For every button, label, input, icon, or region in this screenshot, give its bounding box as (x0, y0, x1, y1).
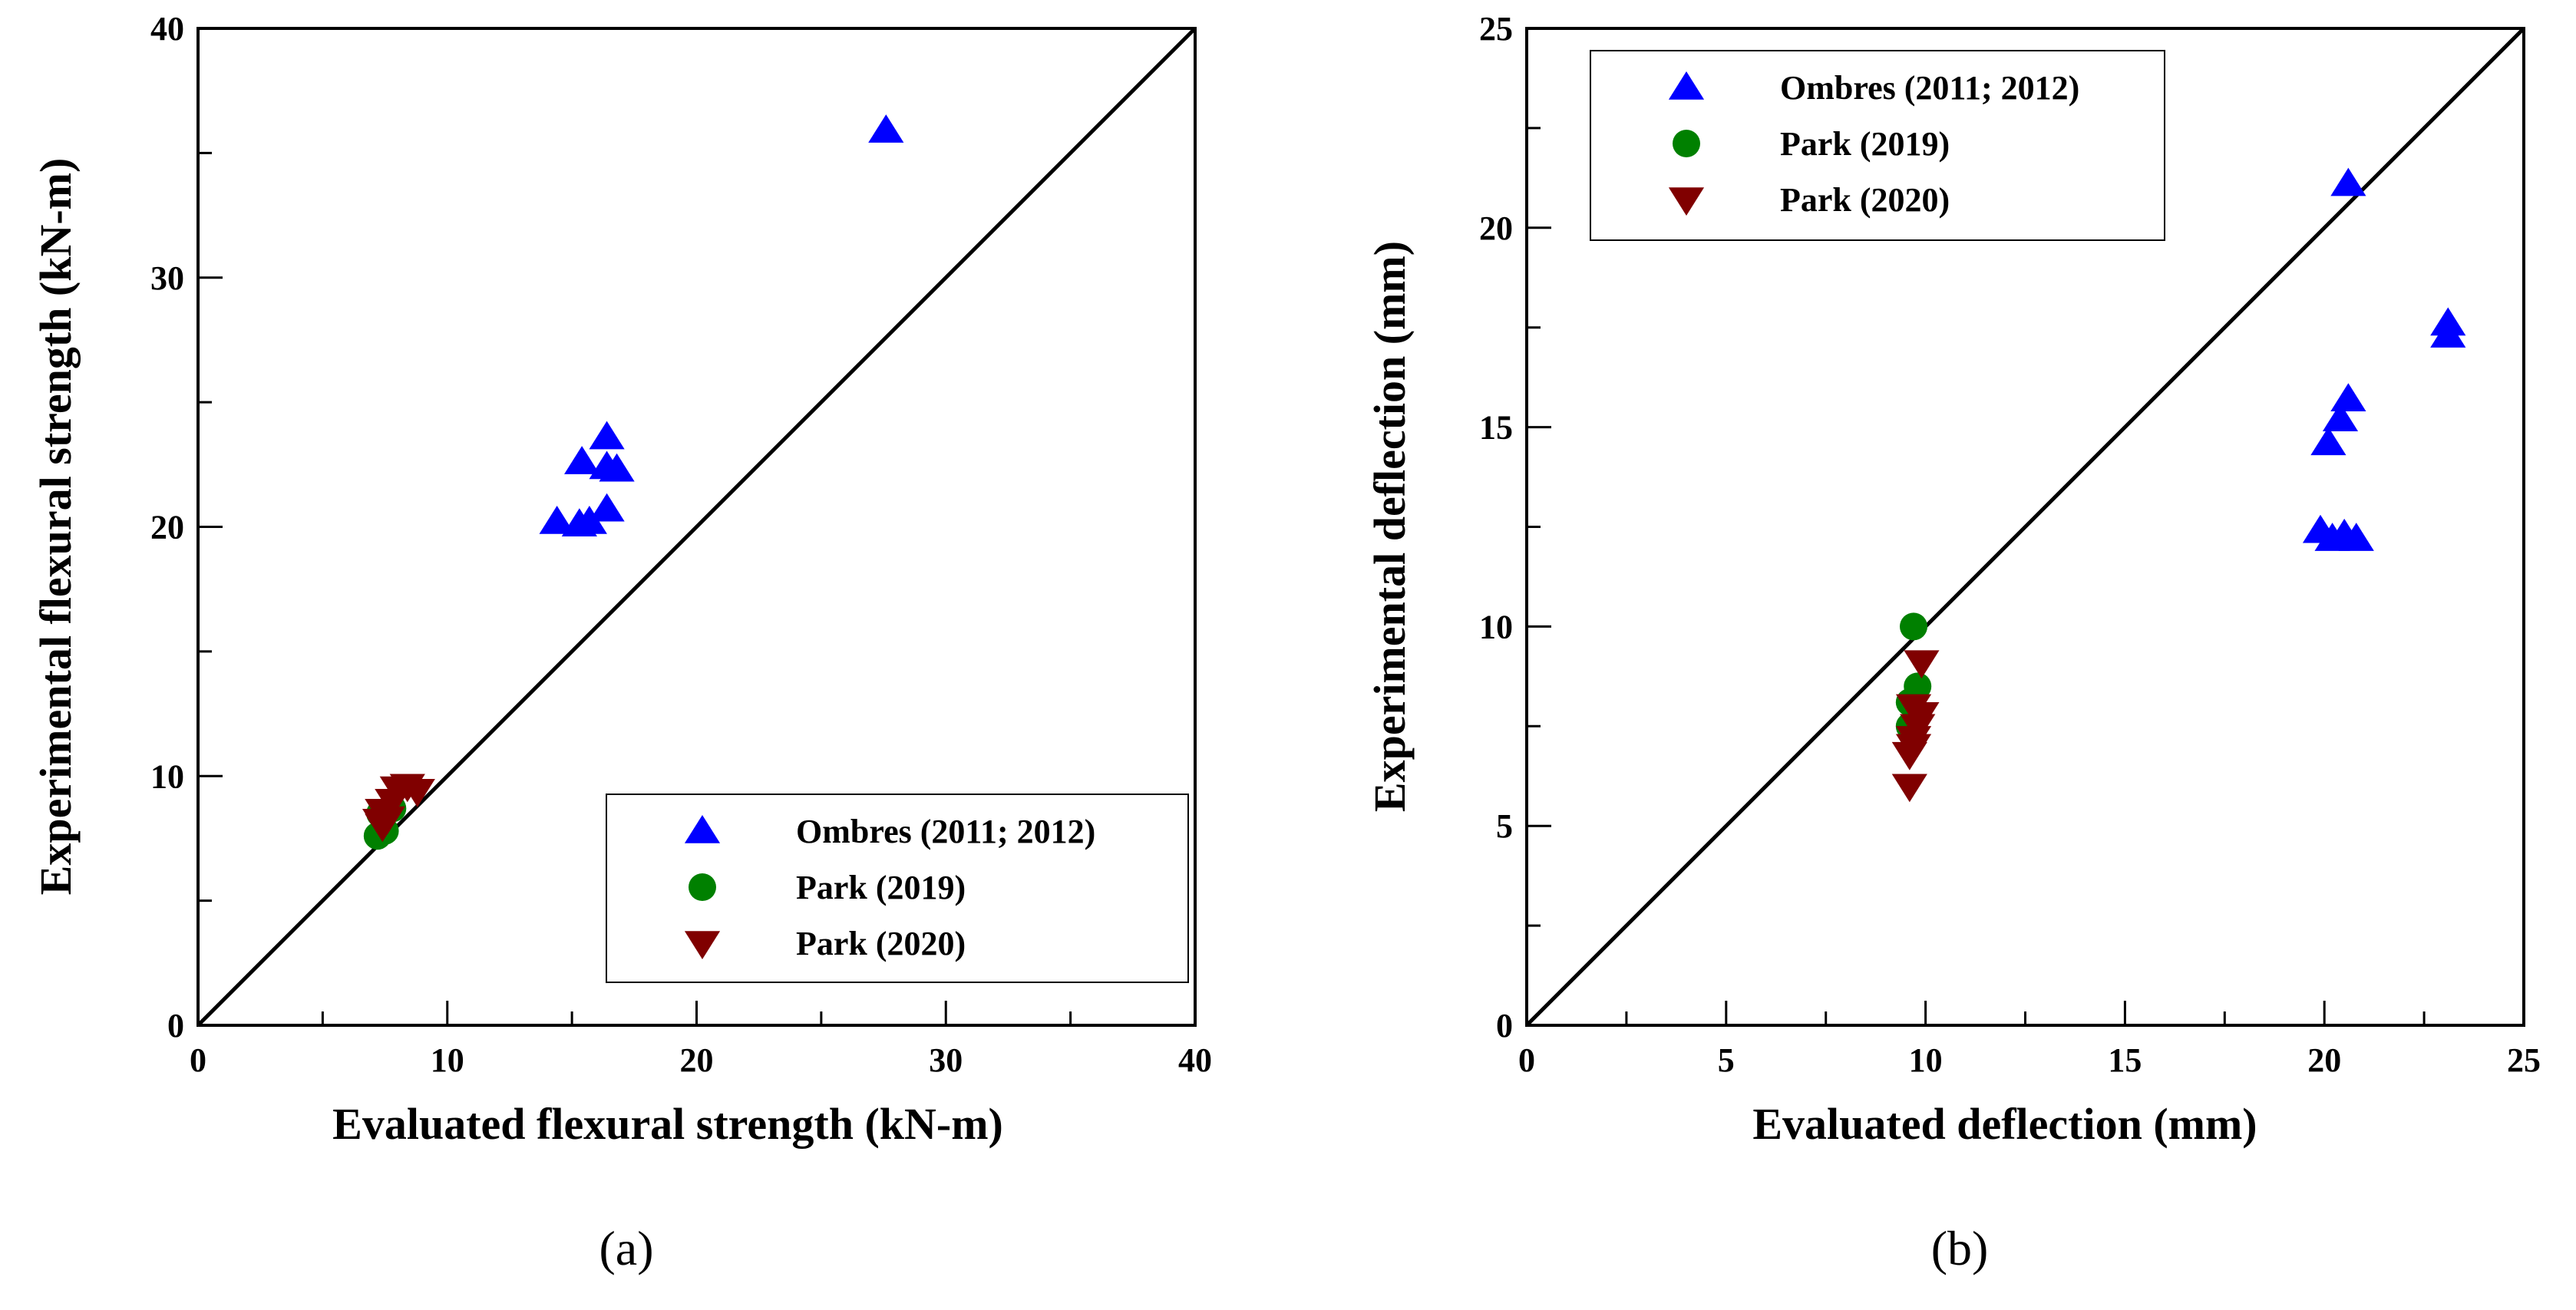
data-point-b-series0 (2430, 319, 2466, 348)
panel-b-chart: 0 5 10 15 20 25 0 5 10 15 20 25 Ombres (2011; 2012) P… (1365, 10, 2541, 1275)
y-tick-label-a: 40 (150, 10, 184, 48)
data-point-a-series0 (571, 506, 607, 534)
legend-marker-b-series2 (1668, 187, 1705, 216)
x-tick-label-a: 10 (431, 1041, 464, 1079)
data-point-a-series2 (399, 778, 435, 807)
y-tick-label-a: 30 (150, 259, 184, 297)
data-point-a-series0 (564, 446, 600, 474)
y-axis-title-a: Experimental flexural strength (kN-m) (31, 158, 81, 896)
legend-label-b-series0: Ombres (2011; 2012) (1780, 69, 2079, 107)
panel-a-chart: 0 10 20 30 40 0 10 20 30 40 Ombres (2011; 2012) Par… (31, 10, 1212, 1275)
data-point-b-series0 (2310, 427, 2346, 456)
legend-marker-b-series0 (1668, 71, 1705, 100)
data-point-a-series0 (868, 114, 904, 143)
x-tick-label-a: 30 (929, 1041, 963, 1079)
x-tick-label-b: 15 (2108, 1041, 2142, 1079)
y-tick-label-b: 5 (1496, 807, 1513, 845)
legend-label-a-series2: Park (2020) (796, 925, 966, 962)
data-point-a-series0 (599, 453, 635, 482)
data-point-b-series2 (1904, 650, 1940, 679)
x-axis-title-b: Evaluated deflection (mm) (1752, 1099, 2257, 1149)
x-axis-title-a: Evaluated flexural strength (kN-m) (332, 1099, 1003, 1149)
y-tick-label-b: 0 (1496, 1007, 1513, 1044)
x-tick-label-a: 20 (680, 1041, 714, 1079)
y-tick-label-b: 15 (1479, 409, 1513, 447)
data-point-b-series0 (2330, 383, 2366, 411)
legend-marker-a-series2 (684, 931, 721, 959)
legend-label-b-series2: Park (2020) (1780, 181, 1950, 219)
data-point-a-series0 (539, 506, 575, 534)
y-axis-title-b: Experimental deflection (mm) (1365, 241, 1415, 812)
legend-marker-a-series0 (684, 815, 721, 843)
y-tick-label-b: 10 (1479, 608, 1513, 645)
x-tick-label-b: 25 (2507, 1041, 2541, 1079)
legend-a: Ombres (2011; 2012) Park (2019) Park (2020… (606, 794, 1189, 983)
data-point-a-series0 (589, 421, 625, 450)
reference-line-a (197, 27, 1197, 1027)
legend-label-b-series1: Park (2019) (1780, 125, 1950, 163)
x-tick-label-a: 0 (190, 1041, 206, 1079)
y-tick-label-a: 20 (150, 509, 184, 546)
data-point-b-series2 (1891, 774, 1927, 803)
legend-b: Ombres (2011; 2012) Park (2019) Park (2020… (1590, 50, 2165, 241)
x-tick-label-b: 5 (1718, 1041, 1735, 1079)
x-tick-label-b: 20 (2307, 1041, 2341, 1079)
legend-marker-b-series1 (1673, 130, 1700, 157)
panel-label-b: (b) (1931, 1221, 1989, 1275)
legend-label-a-series0: Ombres (2011; 2012) (796, 813, 1095, 850)
data-point-b-series0 (2330, 167, 2366, 196)
data-point-b-series2 (1891, 741, 1927, 770)
y-tick-label-a: 0 (167, 1007, 184, 1044)
x-tick-label-b: 10 (1909, 1041, 1943, 1079)
data-point-b-series0 (2322, 403, 2359, 431)
x-tick-label-b: 0 (1518, 1041, 1535, 1079)
y-tick-label-b: 25 (1479, 10, 1513, 48)
legend-marker-a-series1 (689, 873, 716, 901)
x-tick-label-a: 40 (1178, 1041, 1212, 1079)
y-tick-label-b: 20 (1479, 210, 1513, 247)
data-point-a-series2 (362, 808, 398, 837)
y-tick-label-a: 10 (150, 757, 184, 795)
data-point-b-series1 (1900, 612, 1928, 641)
data-point-a-series0 (589, 493, 625, 522)
panel-label-a: (a) (599, 1221, 653, 1275)
data-point-b-series0 (2338, 523, 2374, 551)
legend-label-a-series1: Park (2019) (796, 869, 966, 906)
